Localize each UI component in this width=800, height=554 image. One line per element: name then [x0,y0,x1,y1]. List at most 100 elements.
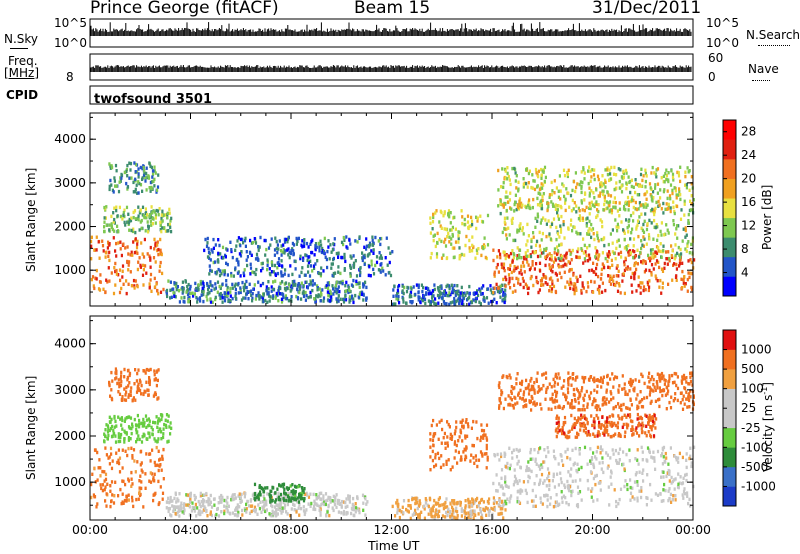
data-cell [365,296,368,300]
data-cell [380,256,383,260]
data-cell [431,294,434,298]
data-cell [528,267,531,272]
data-cell [133,284,136,288]
data-cell [200,493,203,497]
data-cell [525,205,528,210]
data-cell [131,456,134,460]
data-cell [242,241,245,245]
data-cell [689,208,692,212]
data-cell [561,182,564,186]
data-cell [652,267,655,271]
data-cell [540,218,543,222]
data-cell [202,499,205,503]
data-cell [273,248,277,252]
data-cell [466,291,469,295]
data-cell [674,232,677,236]
data-cell [104,485,107,489]
data-cell [118,461,121,466]
data-cell [608,250,611,254]
data-cell [156,425,159,429]
data-cell [93,248,96,252]
data-cell [152,256,156,260]
data-cell [507,273,511,277]
data-cell [274,513,277,518]
data-cell [137,387,140,391]
data-cell [442,299,445,304]
data-cell [326,510,329,514]
data-cell [554,258,557,262]
data-cell [206,514,209,518]
data-cell [322,299,325,303]
data-cell [249,289,253,293]
data-cell [260,510,263,514]
data-cell [364,280,367,284]
data-cell [676,251,679,256]
data-cell [123,398,126,402]
data-cell [610,208,614,213]
data-cell [677,171,680,175]
data-cell [548,232,551,236]
data-cell [148,380,151,384]
data-cell [624,256,627,260]
data-cell [105,492,108,496]
data-cell [329,496,332,500]
data-cell [597,274,600,279]
data-cell [332,494,335,499]
data-cell [121,479,124,483]
data-cell [440,291,443,296]
data-cell [194,281,197,286]
data-cell [307,295,310,300]
data-cell [563,254,566,258]
data-cell [369,274,372,278]
data-cell [615,280,618,285]
data-cell [175,287,178,292]
data-cell [432,234,435,238]
data-cell [168,211,171,215]
data-cell [683,275,686,279]
data-cell [167,507,170,511]
data-cell [683,199,686,203]
data-cell [680,252,683,256]
data-cell [623,246,626,250]
data-cell [496,289,500,294]
data-cell [516,256,519,261]
data-cell [620,184,623,188]
data-cell [509,286,512,290]
data-cell [219,296,222,301]
data-cell [540,203,543,208]
data-cell [331,499,334,503]
data-cell [124,393,127,397]
data-cell [545,234,548,239]
data-cell [575,286,578,290]
data-cell [588,212,591,216]
data-cell [112,220,115,224]
data-cell [635,227,638,231]
data-cell [223,509,226,513]
data-cell [298,513,301,517]
data-cell [139,263,142,268]
data-cell [651,207,654,212]
data-cell [223,498,226,503]
data-cell [108,242,111,246]
data-cell [255,267,258,272]
data-cell [354,239,357,243]
data-cell [286,296,289,301]
data-cell [115,254,118,258]
data-cell [287,286,290,291]
data-cell [497,204,500,208]
data-cell [649,256,653,260]
data-cell [276,266,279,270]
data-cell [124,417,127,421]
data-cell [432,212,435,217]
data-cell [318,508,321,512]
data-cell [623,268,626,273]
data-cell [631,271,634,276]
data-cell [156,188,159,192]
data-cell [672,178,675,182]
data-cell [538,230,541,235]
data-cell [355,506,358,510]
data-cell [670,169,673,173]
data-cell [530,239,533,244]
data-cell [145,380,148,384]
data-cell [665,257,668,261]
